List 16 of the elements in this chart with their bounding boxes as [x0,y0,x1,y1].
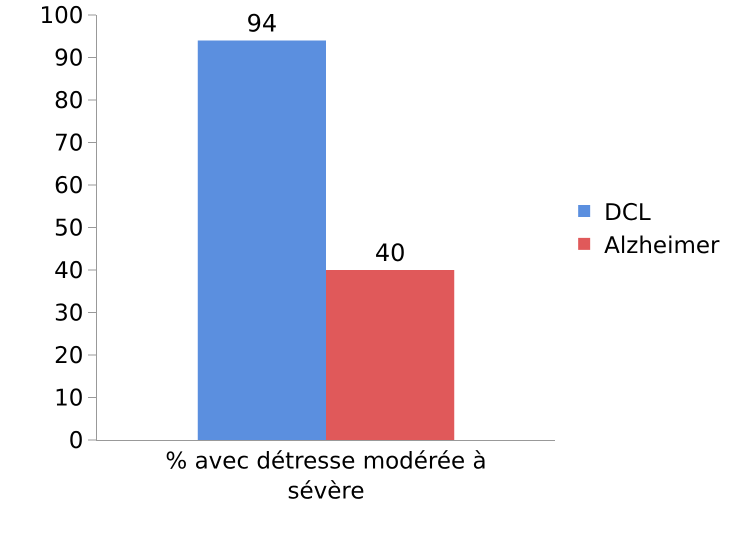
y-tick-label: 40 [54,258,84,284]
x-tick-label: % avec détresse modérée à sévère [165,448,487,504]
y-tick-label: 20 [54,343,84,370]
y-tick-label: 90 [54,46,84,72]
y-tick-label: 10 [54,386,84,412]
data-label: 94 [246,10,278,38]
y-tick-label: 60 [54,173,84,200]
y-tick-label: 0 [68,428,84,454]
y-tick-label: 100 [39,3,84,30]
y-tick-label: 70 [54,130,84,157]
y-tick-label: 50 [54,216,84,242]
data-label: 40 [374,239,406,267]
legend-label: DCL [604,200,651,226]
y-tick-label: 80 [54,88,84,114]
legend-label: Alzheimer [604,232,720,259]
y-tick-label: 30 [54,300,84,327]
